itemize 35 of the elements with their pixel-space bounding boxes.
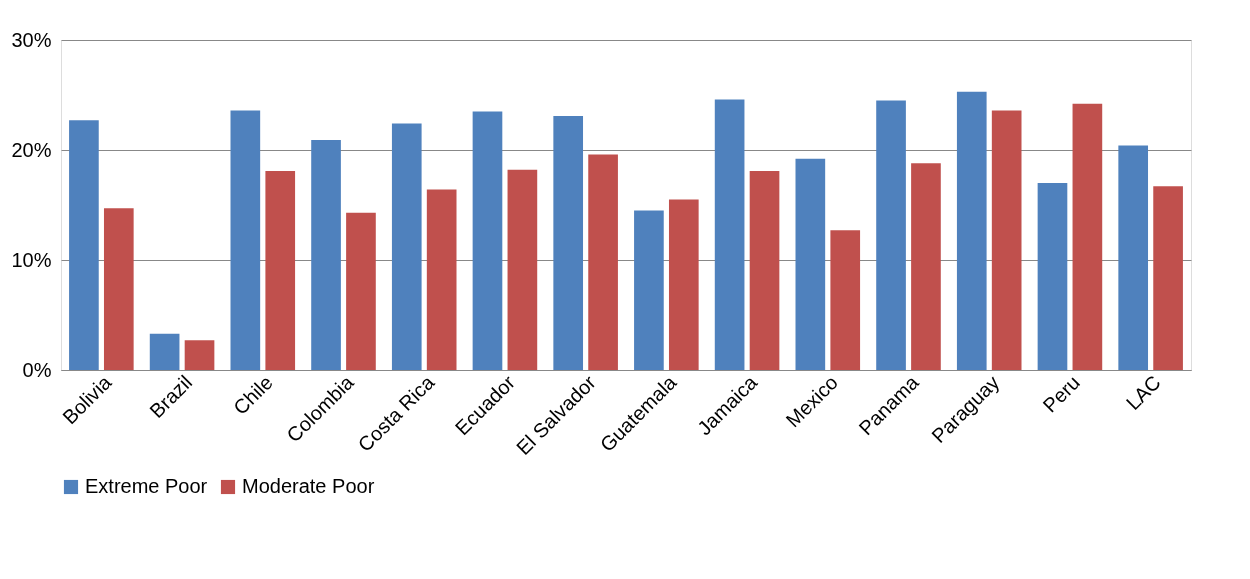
x-tick-label: LAC	[1121, 371, 1165, 415]
bar	[911, 163, 941, 370]
bar	[795, 158, 826, 370]
bar	[749, 170, 780, 370]
bar	[956, 91, 987, 370]
bar	[149, 333, 180, 370]
bar	[1037, 183, 1068, 370]
legend-label: Extreme Poor	[85, 475, 208, 497]
bar	[311, 140, 341, 370]
bar	[714, 99, 745, 370]
bar	[830, 230, 861, 370]
bar	[391, 123, 422, 370]
y-tick-label: 10%	[11, 248, 52, 271]
legend-label: Moderate Poor	[242, 475, 375, 497]
bar	[346, 212, 376, 370]
bar	[265, 170, 296, 370]
y-tick-label: 0%	[22, 358, 52, 381]
bar	[472, 111, 503, 370]
bar	[184, 340, 215, 370]
bar	[507, 169, 538, 370]
bar	[634, 210, 664, 370]
y-tick-label: 30%	[11, 28, 52, 51]
bar	[1118, 145, 1149, 370]
bar	[553, 115, 584, 370]
y-tick-label: 20%	[11, 138, 52, 161]
bar	[1072, 103, 1103, 370]
bar	[426, 189, 457, 370]
bar	[991, 110, 1022, 370]
bar	[876, 100, 906, 370]
bar	[230, 110, 261, 370]
bar	[668, 199, 699, 370]
bar	[69, 120, 99, 370]
bar	[103, 208, 134, 370]
bar	[588, 154, 618, 370]
bar	[1153, 186, 1183, 370]
